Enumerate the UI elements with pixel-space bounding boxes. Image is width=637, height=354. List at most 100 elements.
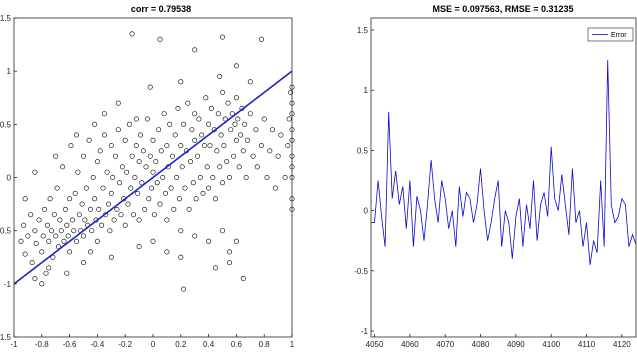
scatter-point	[199, 132, 205, 138]
scatter-point	[53, 153, 59, 159]
y-tick-label: -0.5	[0, 227, 12, 236]
scatter-point	[48, 228, 54, 234]
scatter-point	[240, 148, 246, 154]
scatter-point	[97, 148, 103, 154]
y-tick-label: -0.5	[354, 267, 368, 276]
scatter-point	[156, 127, 162, 133]
scatter-point	[233, 137, 239, 143]
scatter-point	[288, 89, 294, 95]
scatter-point	[147, 153, 153, 159]
y-tick-label: 0.5	[0, 120, 12, 129]
scatter-point	[136, 217, 142, 223]
scatter-point	[88, 249, 94, 255]
x-tick-label: -1	[10, 340, 18, 349]
scatter-point	[57, 217, 63, 223]
scatter-point	[267, 148, 273, 154]
scatter-point	[158, 148, 164, 154]
scatter-points	[18, 31, 295, 292]
scatter-point	[204, 164, 210, 170]
scatter-point	[213, 196, 219, 202]
scatter-point	[106, 201, 112, 207]
x-tick-label: 4080	[472, 340, 490, 349]
scatter-point	[46, 238, 52, 244]
scatter-point	[220, 34, 226, 40]
scatter-point	[286, 116, 292, 122]
scatter-point	[258, 143, 264, 149]
scatter-point	[186, 206, 192, 212]
scatter-point	[131, 212, 137, 218]
scatter-point	[168, 185, 174, 191]
y-tick-label: -1	[4, 280, 12, 289]
scatter-point	[227, 249, 233, 255]
scatter-point	[47, 196, 53, 202]
scatter-point	[81, 153, 87, 159]
y-tick-label: -1	[361, 327, 369, 336]
scatter-point	[39, 249, 45, 255]
scatter-point	[60, 164, 66, 170]
scatter-point	[75, 169, 81, 175]
scatter-point	[171, 206, 177, 212]
scatter-point	[46, 265, 52, 271]
x-tick-label: 1	[290, 340, 295, 349]
scatter-point	[69, 217, 75, 223]
scatter-point	[115, 127, 121, 133]
scatter-point	[33, 240, 39, 246]
y-tick-label: 1.5	[0, 14, 12, 23]
scatter-point	[99, 222, 105, 228]
scatter-point	[22, 251, 28, 257]
scatter-point	[225, 100, 231, 106]
scatter-point	[79, 201, 85, 207]
scatter-point	[25, 233, 31, 239]
scatter-point	[231, 153, 237, 159]
scatter-point	[36, 217, 42, 223]
scatter-point	[32, 169, 38, 175]
scatter-point	[174, 175, 180, 181]
scatter-point	[221, 143, 227, 149]
scatter-point	[164, 217, 170, 223]
y-tick-label: 0	[364, 207, 369, 216]
y-tick-label: -1.5	[0, 333, 12, 342]
scatter-point	[217, 164, 223, 170]
scatter-point	[118, 212, 124, 218]
scatter-point	[233, 238, 239, 244]
scatter-point	[269, 127, 275, 133]
scatter-point	[144, 116, 150, 122]
scatter-point	[208, 105, 214, 111]
y-tick-label: 1	[364, 86, 369, 95]
scatter-point	[203, 95, 209, 101]
scatter-point	[210, 175, 216, 181]
scatter-point	[178, 228, 184, 234]
scatter-point	[82, 217, 88, 223]
error-y-axis: -1 -0.5 0 0.5 1 1.5	[354, 26, 374, 336]
scatter-point	[96, 206, 102, 212]
scatter-point	[72, 190, 78, 196]
legend-label: Error	[611, 32, 627, 39]
scatter-point	[161, 111, 167, 117]
scatter-point	[247, 111, 253, 117]
error-panel: MSE = 0.097563, RMSE = 0.31235 4050 4060 4…	[354, 4, 637, 349]
scatter-point	[245, 137, 251, 143]
scatter-point	[178, 254, 184, 260]
scatter-point	[107, 228, 113, 234]
y-tick-label: 0.5	[357, 146, 369, 155]
scatter-point	[111, 217, 117, 223]
scatter-point	[282, 175, 288, 181]
scatter-point	[178, 79, 184, 85]
scatter-point	[188, 159, 194, 165]
scatter-point	[227, 260, 233, 266]
scatter-point	[170, 153, 176, 159]
scatter-point	[227, 175, 233, 181]
scatter-point	[163, 190, 169, 196]
scatter-point	[253, 127, 259, 133]
scatter-point	[157, 36, 163, 42]
scatter-point	[258, 36, 264, 42]
scatter-point	[74, 238, 80, 244]
scatter-point	[51, 212, 57, 218]
scatter-point	[232, 121, 238, 127]
scatter-point	[178, 143, 184, 149]
scatter-point	[218, 132, 224, 138]
scatter-point	[150, 169, 156, 175]
scatter-point	[126, 121, 132, 127]
scatter-point	[240, 275, 246, 281]
scatter-point	[110, 175, 116, 181]
